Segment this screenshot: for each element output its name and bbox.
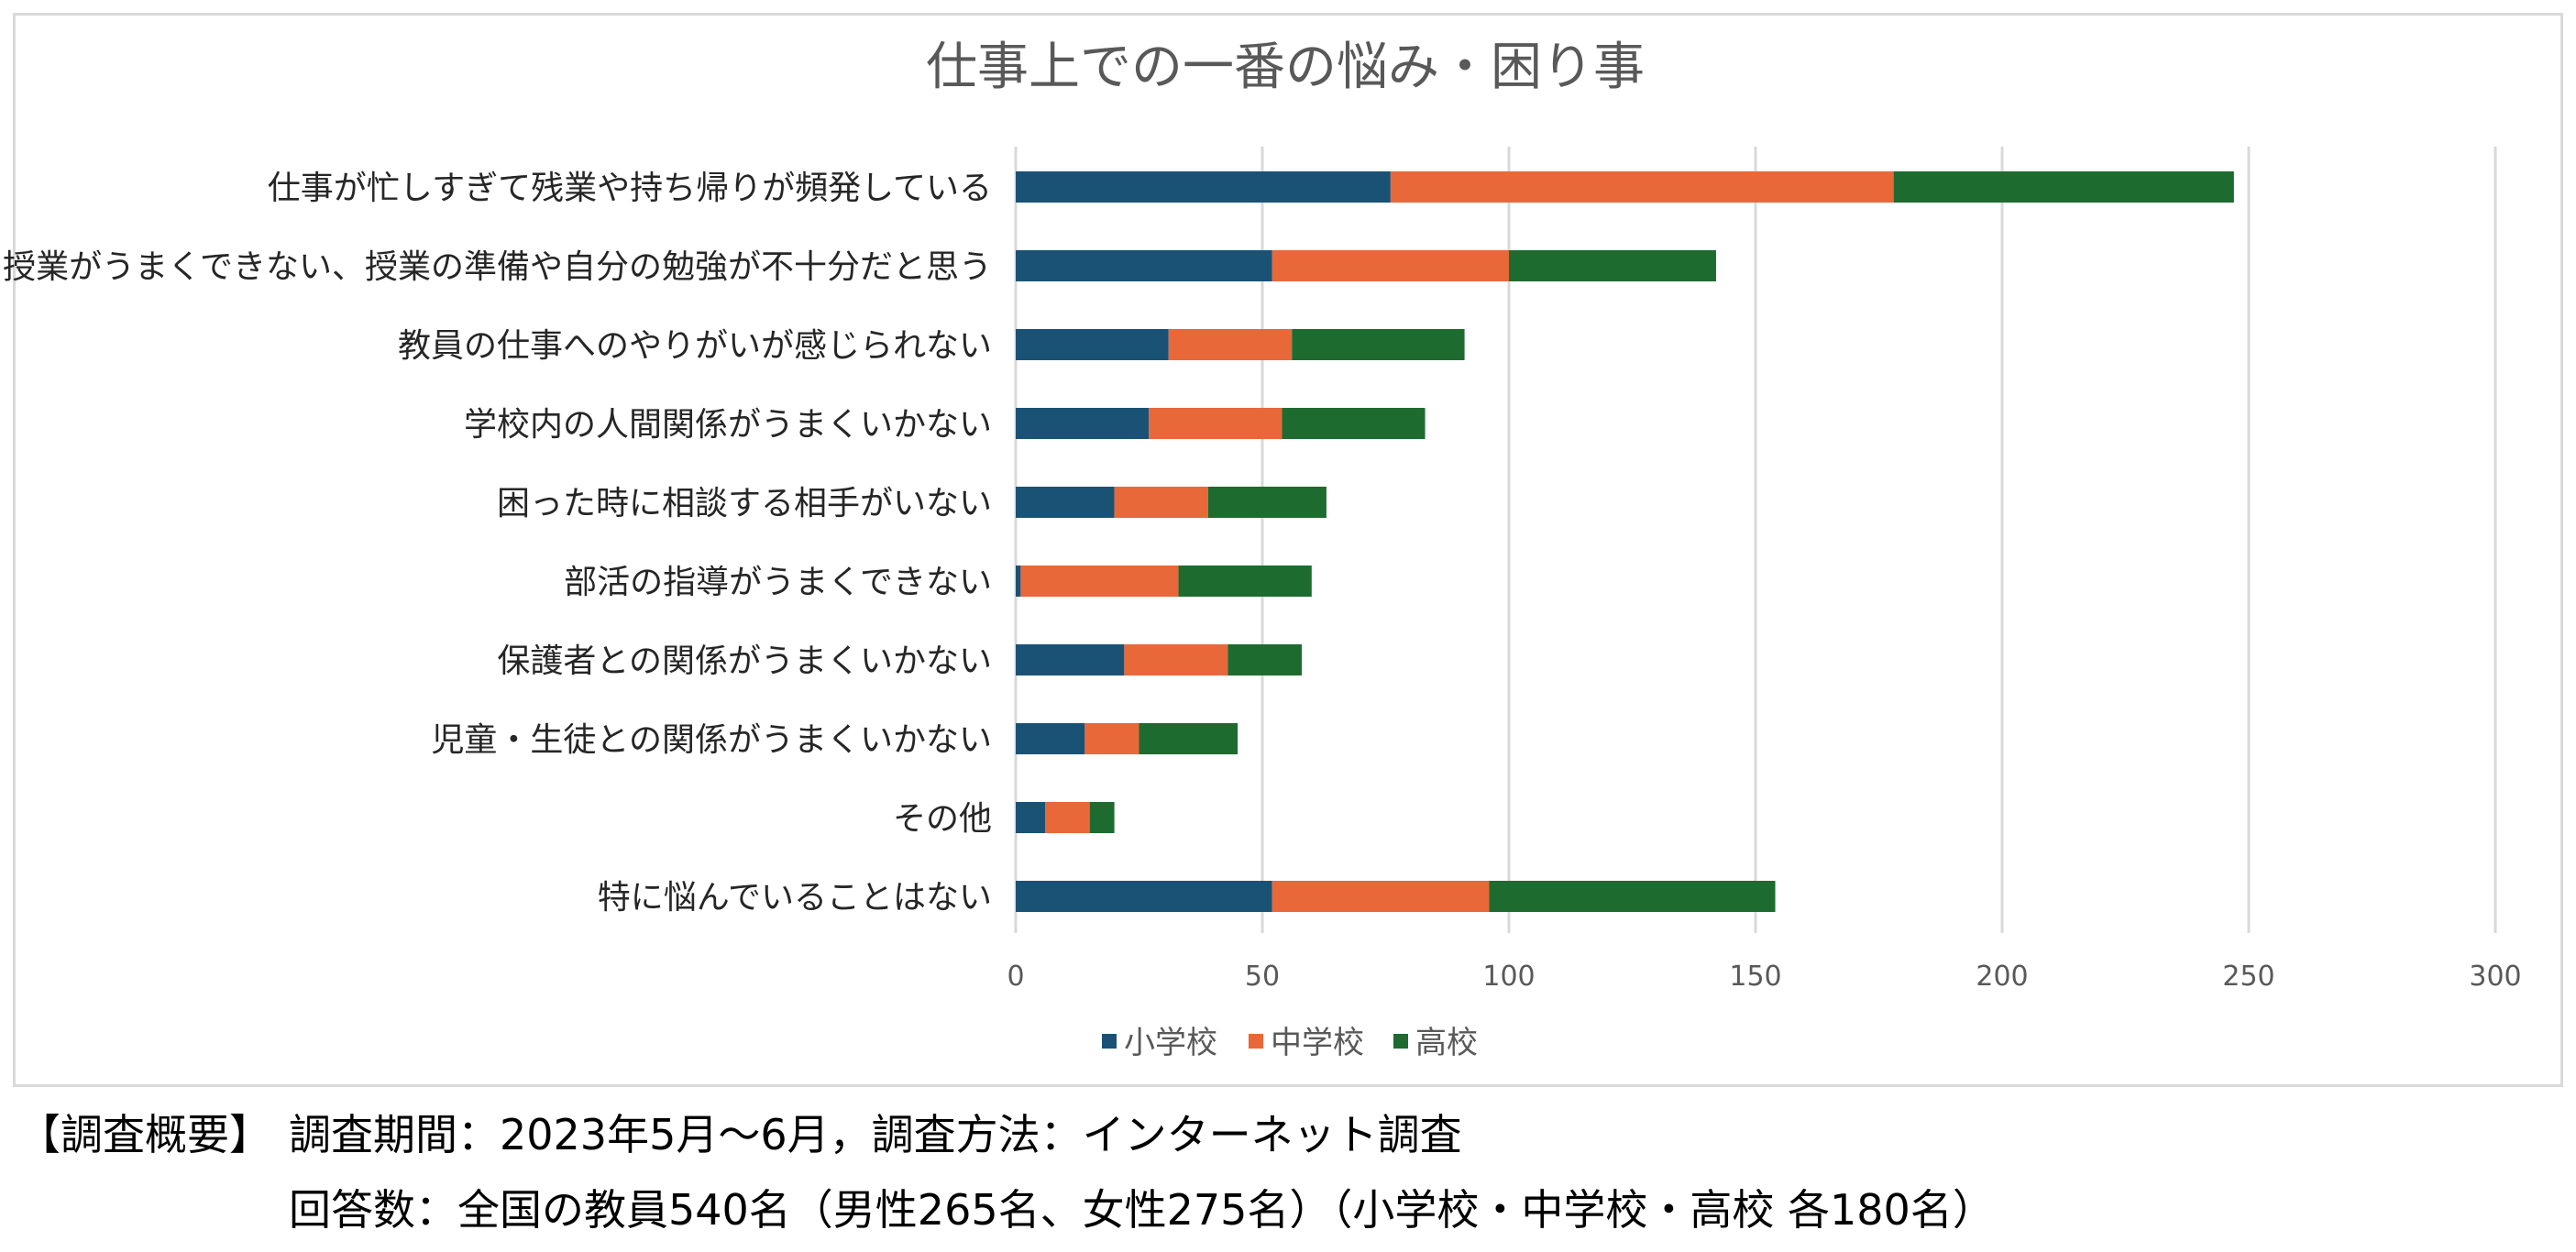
bar-segment <box>1178 566 1312 597</box>
bar-segment <box>1509 250 1716 281</box>
bar-segment <box>1016 723 1085 754</box>
legend-label: 小学校 <box>1124 1025 1217 1061</box>
survey-notes-row-2: 回答数：全国の教員540名（男性265名、女性275名）（小学校・中学校・高校 … <box>289 1177 1995 1237</box>
bar-segment <box>1016 802 1046 833</box>
category-label: 保護者との関係がうまくいかない <box>497 642 992 680</box>
x-tick-label: 0 <box>1007 961 1024 993</box>
survey-respondents: 回答数：全国の教員540名（男性265名、女性275名）（小学校・中学校・高校 … <box>289 1185 1995 1235</box>
bar-segment <box>1271 881 1490 912</box>
bar-segment <box>1016 171 1391 203</box>
bar-segment <box>1489 881 1776 912</box>
x-tick-label: 300 <box>2469 961 2521 993</box>
bars <box>1016 171 2234 912</box>
bar-segment <box>1016 566 1021 597</box>
legend-label: 中学校 <box>1271 1025 1364 1061</box>
survey-notes-label: 【調査概要】 <box>18 1110 271 1159</box>
x-tick-label: 150 <box>1729 961 1781 993</box>
category-label: 学校内の人間関係がうまくいかない <box>464 406 992 444</box>
bar-segment <box>1114 487 1208 518</box>
bar-segment <box>1207 487 1327 518</box>
x-tick-label: 250 <box>2222 961 2274 993</box>
bar-segment <box>1282 408 1426 439</box>
bar-segment <box>1149 408 1282 439</box>
bar-segment <box>1893 171 2234 203</box>
legend-swatch <box>1102 1034 1117 1049</box>
bar-segment <box>1084 723 1139 754</box>
bar-segment <box>1271 250 1509 281</box>
legend-swatch <box>1393 1034 1408 1049</box>
category-label: 教員の仕事へのやりがいが感じられない <box>398 327 992 365</box>
x-tick-labels: 0 50 100 150 200 250 300 <box>1007 961 2521 993</box>
category-label: 特に悩んでいることはない <box>598 879 992 917</box>
bar-segment <box>1045 802 1090 833</box>
category-label: その他 <box>893 800 992 838</box>
bar-segment <box>1124 644 1228 675</box>
bar-segment <box>1139 723 1238 754</box>
chart-title: 仕事上での一番の悩み・困り事 <box>926 38 1645 97</box>
stacked-bar-chart: 仕事上での一番の悩み・困り事 仕事が忙しすぎて残業や持ち帰りが頻発している授業が… <box>3 38 2522 1061</box>
category-labels: 仕事が忙しすぎて残業や持ち帰りが頻発している授業がうまくできない、授業の準備や自… <box>3 170 992 917</box>
bar-segment <box>1016 250 1272 281</box>
x-tick-label: 200 <box>1976 961 2028 993</box>
survey-period-method: 調査期間：2023年5月～6月，調査方法：インターネット調査 <box>289 1110 1462 1159</box>
category-label: 授業がうまくできない、授業の準備や自分の勉強が不十分だと思う <box>3 248 992 286</box>
bar-segment <box>1016 487 1115 518</box>
bar-segment <box>1020 566 1179 597</box>
legend-label: 高校 <box>1415 1025 1478 1061</box>
survey-notes-row-1: 【調査概要】 調査期間：2023年5月～6月，調査方法：インターネット調査 <box>18 1102 1462 1162</box>
x-tick-label: 50 <box>1245 961 1280 993</box>
bar-segment <box>1016 408 1150 439</box>
category-label: 仕事が忙しすぎて残業や持ち帰りが頻発している <box>268 170 992 207</box>
bar-segment <box>1292 329 1465 360</box>
legend-swatch <box>1249 1034 1263 1049</box>
bar-segment <box>1089 802 1115 833</box>
bar-segment <box>1016 881 1272 912</box>
bar-segment <box>1227 644 1303 675</box>
category-label: 児童・生徒との関係がうまくいかない <box>431 721 992 759</box>
legend: 小学校 中学校 高校 <box>1102 1025 1478 1061</box>
x-tick-label: 100 <box>1482 961 1535 993</box>
bar-segment <box>1168 329 1293 360</box>
bar-segment <box>1016 644 1125 675</box>
bar-segment <box>1390 171 1894 203</box>
category-label: 困った時に相談する相手がいない <box>497 485 992 522</box>
bar-segment <box>1016 329 1169 360</box>
category-label: 部活の指導がうまくできない <box>564 564 992 601</box>
